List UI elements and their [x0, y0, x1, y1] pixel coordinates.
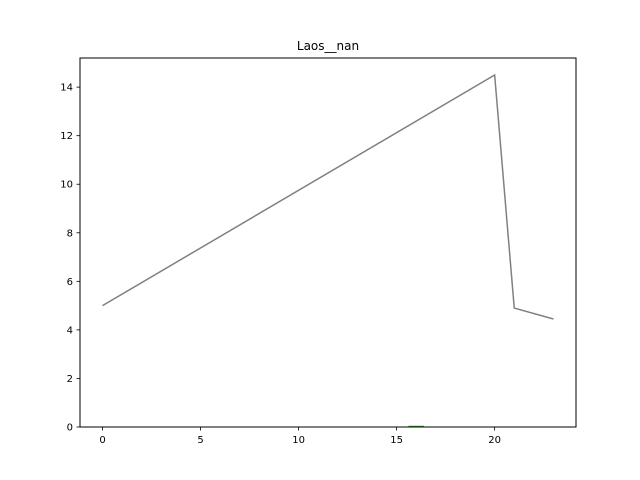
y-tick-label: 8: [67, 228, 73, 239]
x-tick-label: 10: [292, 435, 305, 446]
y-tick-label: 6: [67, 277, 73, 288]
y-tick-label: 10: [60, 180, 73, 191]
y-tick-label: 0: [67, 423, 73, 434]
y-tick-label: 2: [67, 374, 73, 385]
x-axis-ticks: 0 5 10 15 20: [99, 427, 501, 446]
x-tick-label: 15: [390, 435, 403, 446]
y-tick-label: 14: [60, 83, 73, 94]
x-tick-label: 0: [99, 435, 105, 446]
y-axis-ticks: 0 2 4 6 8 10 12 14: [60, 83, 80, 434]
chart-title: Laos__nan: [297, 39, 359, 53]
series-line-1: [102, 73, 554, 320]
axes-frame: [79, 57, 577, 428]
y-tick-label: 4: [67, 325, 73, 336]
y-tick-label: 12: [60, 131, 73, 142]
x-tick-label: 20: [488, 435, 501, 446]
x-tick-label: 5: [197, 435, 203, 446]
plot-area: [102, 73, 554, 428]
